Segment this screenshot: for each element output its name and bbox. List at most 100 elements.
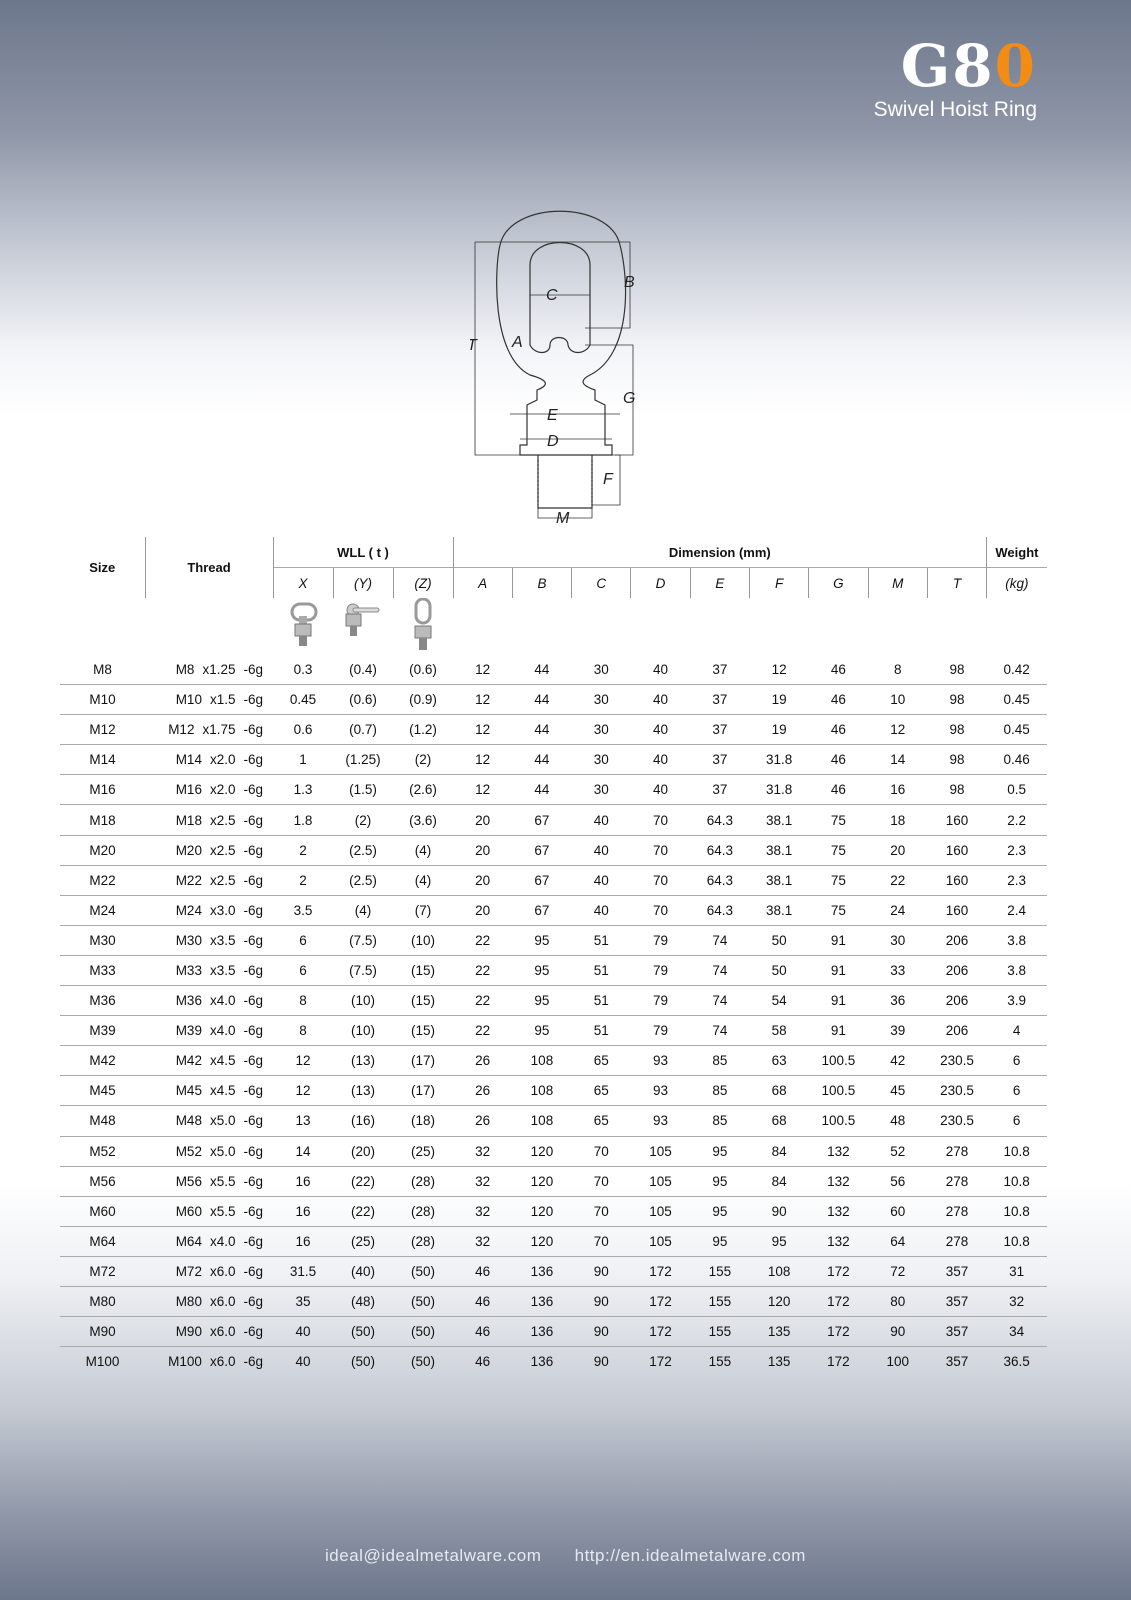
cell-m: 72 — [868, 1256, 928, 1287]
cell-y: (0.7) — [333, 714, 393, 746]
cell-d: 105 — [630, 1166, 691, 1197]
cell-size: M16 — [60, 774, 145, 806]
icon-spacer — [749, 598, 808, 655]
cell-c: 70 — [571, 1166, 631, 1197]
cell-a: 46 — [475, 1354, 491, 1370]
cell-c: 40 — [571, 804, 631, 836]
footer-email[interactable]: ideal@idealmetalware.com — [325, 1546, 542, 1565]
cell-a: 20 — [453, 895, 513, 926]
cell-m: 52 — [868, 1136, 928, 1167]
cell-f: 38.1 — [749, 835, 809, 866]
cell-a: 12 — [453, 714, 513, 746]
cell-weight: 0.5 — [986, 774, 1047, 806]
thread-part: -6g — [243, 1143, 263, 1159]
cell-m: 60 — [868, 1196, 928, 1227]
cell-g: 91 — [808, 925, 869, 956]
cell-f: 50 — [749, 925, 809, 956]
thread-part: M16 — [175, 782, 202, 798]
cell-y: (7.5) — [333, 925, 393, 956]
cell-d: 79 — [630, 1015, 691, 1047]
thread-part: x1.5 — [209, 692, 236, 708]
cell-d: 105 — [630, 1196, 691, 1227]
cell-a: 12 — [453, 655, 513, 686]
cell-a: 22 — [453, 955, 513, 987]
thread-part: x2.5 — [209, 812, 236, 828]
cell-e: 155 — [690, 1286, 750, 1318]
cell-z: (7) — [393, 895, 453, 926]
cell-x: 1.8 — [273, 804, 333, 836]
cell-m: 48 — [868, 1105, 928, 1137]
cell-y: (20) — [333, 1136, 393, 1167]
cell-size: M52 — [60, 1136, 145, 1167]
icon-spacer — [60, 598, 145, 655]
cell-a: 20 — [453, 804, 513, 836]
icon-spacer — [927, 598, 986, 655]
thread-part: x4.0 — [209, 993, 236, 1009]
thread-part: M56 — [175, 1173, 202, 1189]
cell-weight: 3.9 — [986, 985, 1047, 1017]
cell-e: 85 — [690, 1045, 750, 1077]
cell-t: 230.5 — [927, 1075, 987, 1107]
cell-x: 40 — [273, 1316, 333, 1348]
cell-a: 26 — [453, 1105, 513, 1137]
cell-t: 278 — [927, 1166, 987, 1197]
icon-spacer — [809, 598, 868, 655]
cell-t: 160 — [927, 895, 987, 926]
cell-a: 32 — [453, 1196, 513, 1227]
icon-spacer — [631, 598, 690, 655]
cell-z: (4) — [393, 835, 453, 866]
table-row: M18 M18 x2.5 -6g 1.8 (2) (3.6) 20 67 40 70 64.3 38.1… — [60, 804, 1047, 836]
thread-part: -6g — [243, 1263, 263, 1279]
thread-part: x3.0 — [209, 902, 236, 918]
cell-c: 90 — [571, 1316, 631, 1348]
cell-weight: 10.8 — [986, 1166, 1047, 1197]
cell-t: 206 — [927, 925, 987, 956]
cell-f: 84 — [749, 1136, 809, 1167]
cell-f: 38.1 — [749, 895, 809, 926]
dimension-subheader: E — [689, 567, 750, 598]
thread-part: -6g — [243, 1173, 263, 1189]
cell-b: 67 — [512, 804, 572, 836]
cell-weight: 6 — [986, 1045, 1047, 1077]
cell-d: 105 — [630, 1136, 691, 1167]
cell-z: (25) — [393, 1136, 453, 1167]
cell-y: (2.5) — [333, 835, 393, 866]
cell-x: 0.3 — [273, 655, 333, 686]
cell-z: (28) — [393, 1226, 453, 1257]
cell-a: 32 — [453, 1166, 513, 1197]
cell-weight: 4 — [986, 1015, 1047, 1047]
thread-part: -6g — [243, 1083, 263, 1099]
cell-y: (16) — [333, 1105, 393, 1137]
cell-size: M8 — [60, 655, 145, 686]
specification-table: Size Thread WLL ( t ) Dimension (mm) Wei… — [60, 537, 1047, 1376]
cell-z: (2.6) — [393, 774, 453, 806]
table-row: M30 M30 x3.5 -6g 6 (7.5) (10) 22 95 51 79 74 50 91 30 2… — [60, 925, 1047, 956]
cell-g: 46 — [808, 655, 869, 686]
cell-f: 12 — [749, 655, 809, 686]
thread-spec: M45 x4.5 -6g — [145, 1083, 273, 1098]
cell-c: 40 — [571, 835, 631, 866]
cell-size: M18 — [60, 804, 145, 836]
cell-y: (25) — [333, 1226, 393, 1257]
cell-g: 75 — [808, 835, 869, 866]
cell-size: M100 — [85, 1354, 120, 1370]
cell-f: 68 — [749, 1075, 809, 1107]
cell-e: 37 — [690, 684, 750, 716]
footer-website[interactable]: http://en.idealmetalware.com — [574, 1546, 806, 1565]
thread-part: M12 — [168, 722, 195, 738]
cell-d: 40 — [630, 774, 691, 806]
cell-d: 40 — [630, 744, 691, 776]
table-row: M24 M24 x3.0 -6g 3.5 (4) (7) 20 67 40 70 64.3 38.1 75… — [60, 895, 1047, 926]
cell-thread: M90 x6.0 -6g — [145, 1316, 273, 1348]
cell-f: 38.1 — [749, 865, 809, 896]
thread-spec: M36 x4.0 -6g — [145, 993, 273, 1008]
thread-part: x2.5 — [209, 842, 236, 858]
thread-part: M36 — [175, 993, 202, 1009]
cell-t: 278 — [927, 1136, 987, 1167]
cell-d: 79 — [630, 925, 691, 956]
cell-m: 64 — [868, 1226, 928, 1257]
thread-spec: M14 x2.0 -6g — [145, 752, 273, 767]
cell-thread: M60 x5.5 -6g — [145, 1196, 273, 1227]
cell-y: (10) — [333, 985, 393, 1017]
cell-thread: M33 x3.5 -6g — [145, 955, 273, 987]
